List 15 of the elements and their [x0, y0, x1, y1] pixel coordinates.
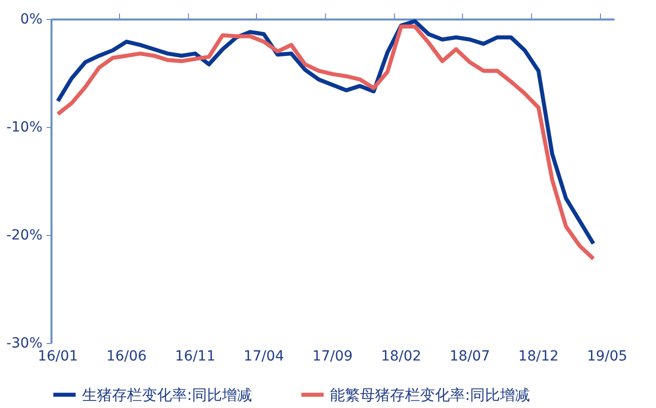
- x-tick-label: 17/09: [312, 348, 353, 364]
- y-tick-label: -20%: [6, 228, 42, 244]
- legend-label: 能繁母猪存栏变化率:同比增减: [330, 386, 530, 404]
- x-tick-label: 19/05: [586, 348, 628, 364]
- legend-label: 生猪存栏变化率:同比增减: [82, 386, 252, 404]
- x-tick-label: 18/02: [380, 348, 422, 364]
- x-tick-label: 16/06: [106, 348, 147, 364]
- y-tick-label: 0%: [20, 12, 42, 28]
- x-tick-label: 16/11: [175, 348, 216, 364]
- x-tick-label: 16/01: [38, 348, 78, 364]
- x-tick-label: 17/04: [244, 348, 284, 364]
- x-tick-label: 18/12: [518, 348, 559, 364]
- y-tick-label: -10%: [6, 120, 42, 136]
- x-tick-label: 18/07: [450, 348, 490, 364]
- y-tick-label: -30%: [6, 336, 42, 352]
